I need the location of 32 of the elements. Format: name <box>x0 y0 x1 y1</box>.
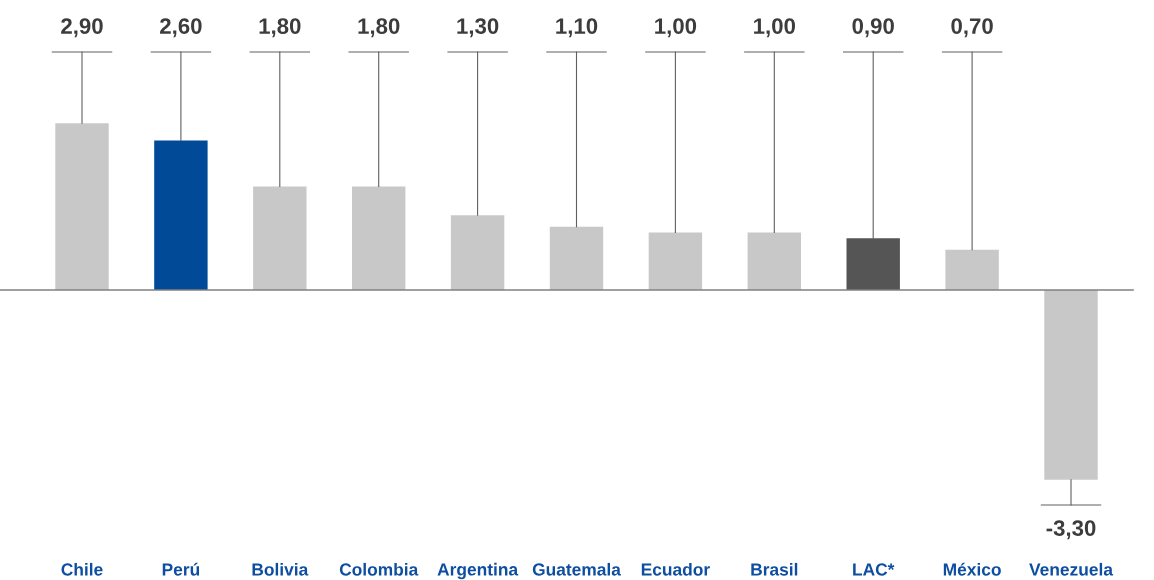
data-label: 0,90 <box>852 18 894 38</box>
data-label: 2,90 <box>61 18 103 38</box>
x-tick-label: Brasil <box>751 562 798 576</box>
bar <box>747 232 801 290</box>
x-tick-label: Ecuador <box>641 562 710 576</box>
data-label: -3,30 <box>1046 520 1096 540</box>
data-label: 0,70 <box>951 18 993 38</box>
data-label: 1,00 <box>754 18 796 38</box>
bar <box>549 226 604 290</box>
bar <box>352 186 406 290</box>
data-label: 1,00 <box>655 18 697 38</box>
x-tick-label: Colombia <box>339 562 419 576</box>
bar <box>55 123 109 290</box>
data-label: 1,80 <box>259 18 301 38</box>
bar <box>1044 290 1098 480</box>
x-tick-label: México <box>943 562 1001 576</box>
bar <box>253 186 307 290</box>
data-label: 1,30 <box>457 18 499 38</box>
data-label: 1,80 <box>358 18 400 38</box>
bar <box>945 249 999 290</box>
x-tick-label: Chile <box>61 562 103 576</box>
bar <box>154 140 208 290</box>
bar <box>450 215 505 290</box>
x-tick-label: LAC* <box>853 563 895 576</box>
bar <box>648 232 703 290</box>
data-label: 1,10 <box>556 18 598 38</box>
data-label: 2,60 <box>160 18 202 38</box>
x-tick-label: Venezuela <box>1029 562 1114 576</box>
x-tick-label: Bolivia <box>252 562 309 576</box>
x-tick-label: Argentina <box>437 562 519 580</box>
x-tick-label: Guatemala <box>532 562 621 576</box>
x-tick-label: Perú <box>162 562 200 576</box>
